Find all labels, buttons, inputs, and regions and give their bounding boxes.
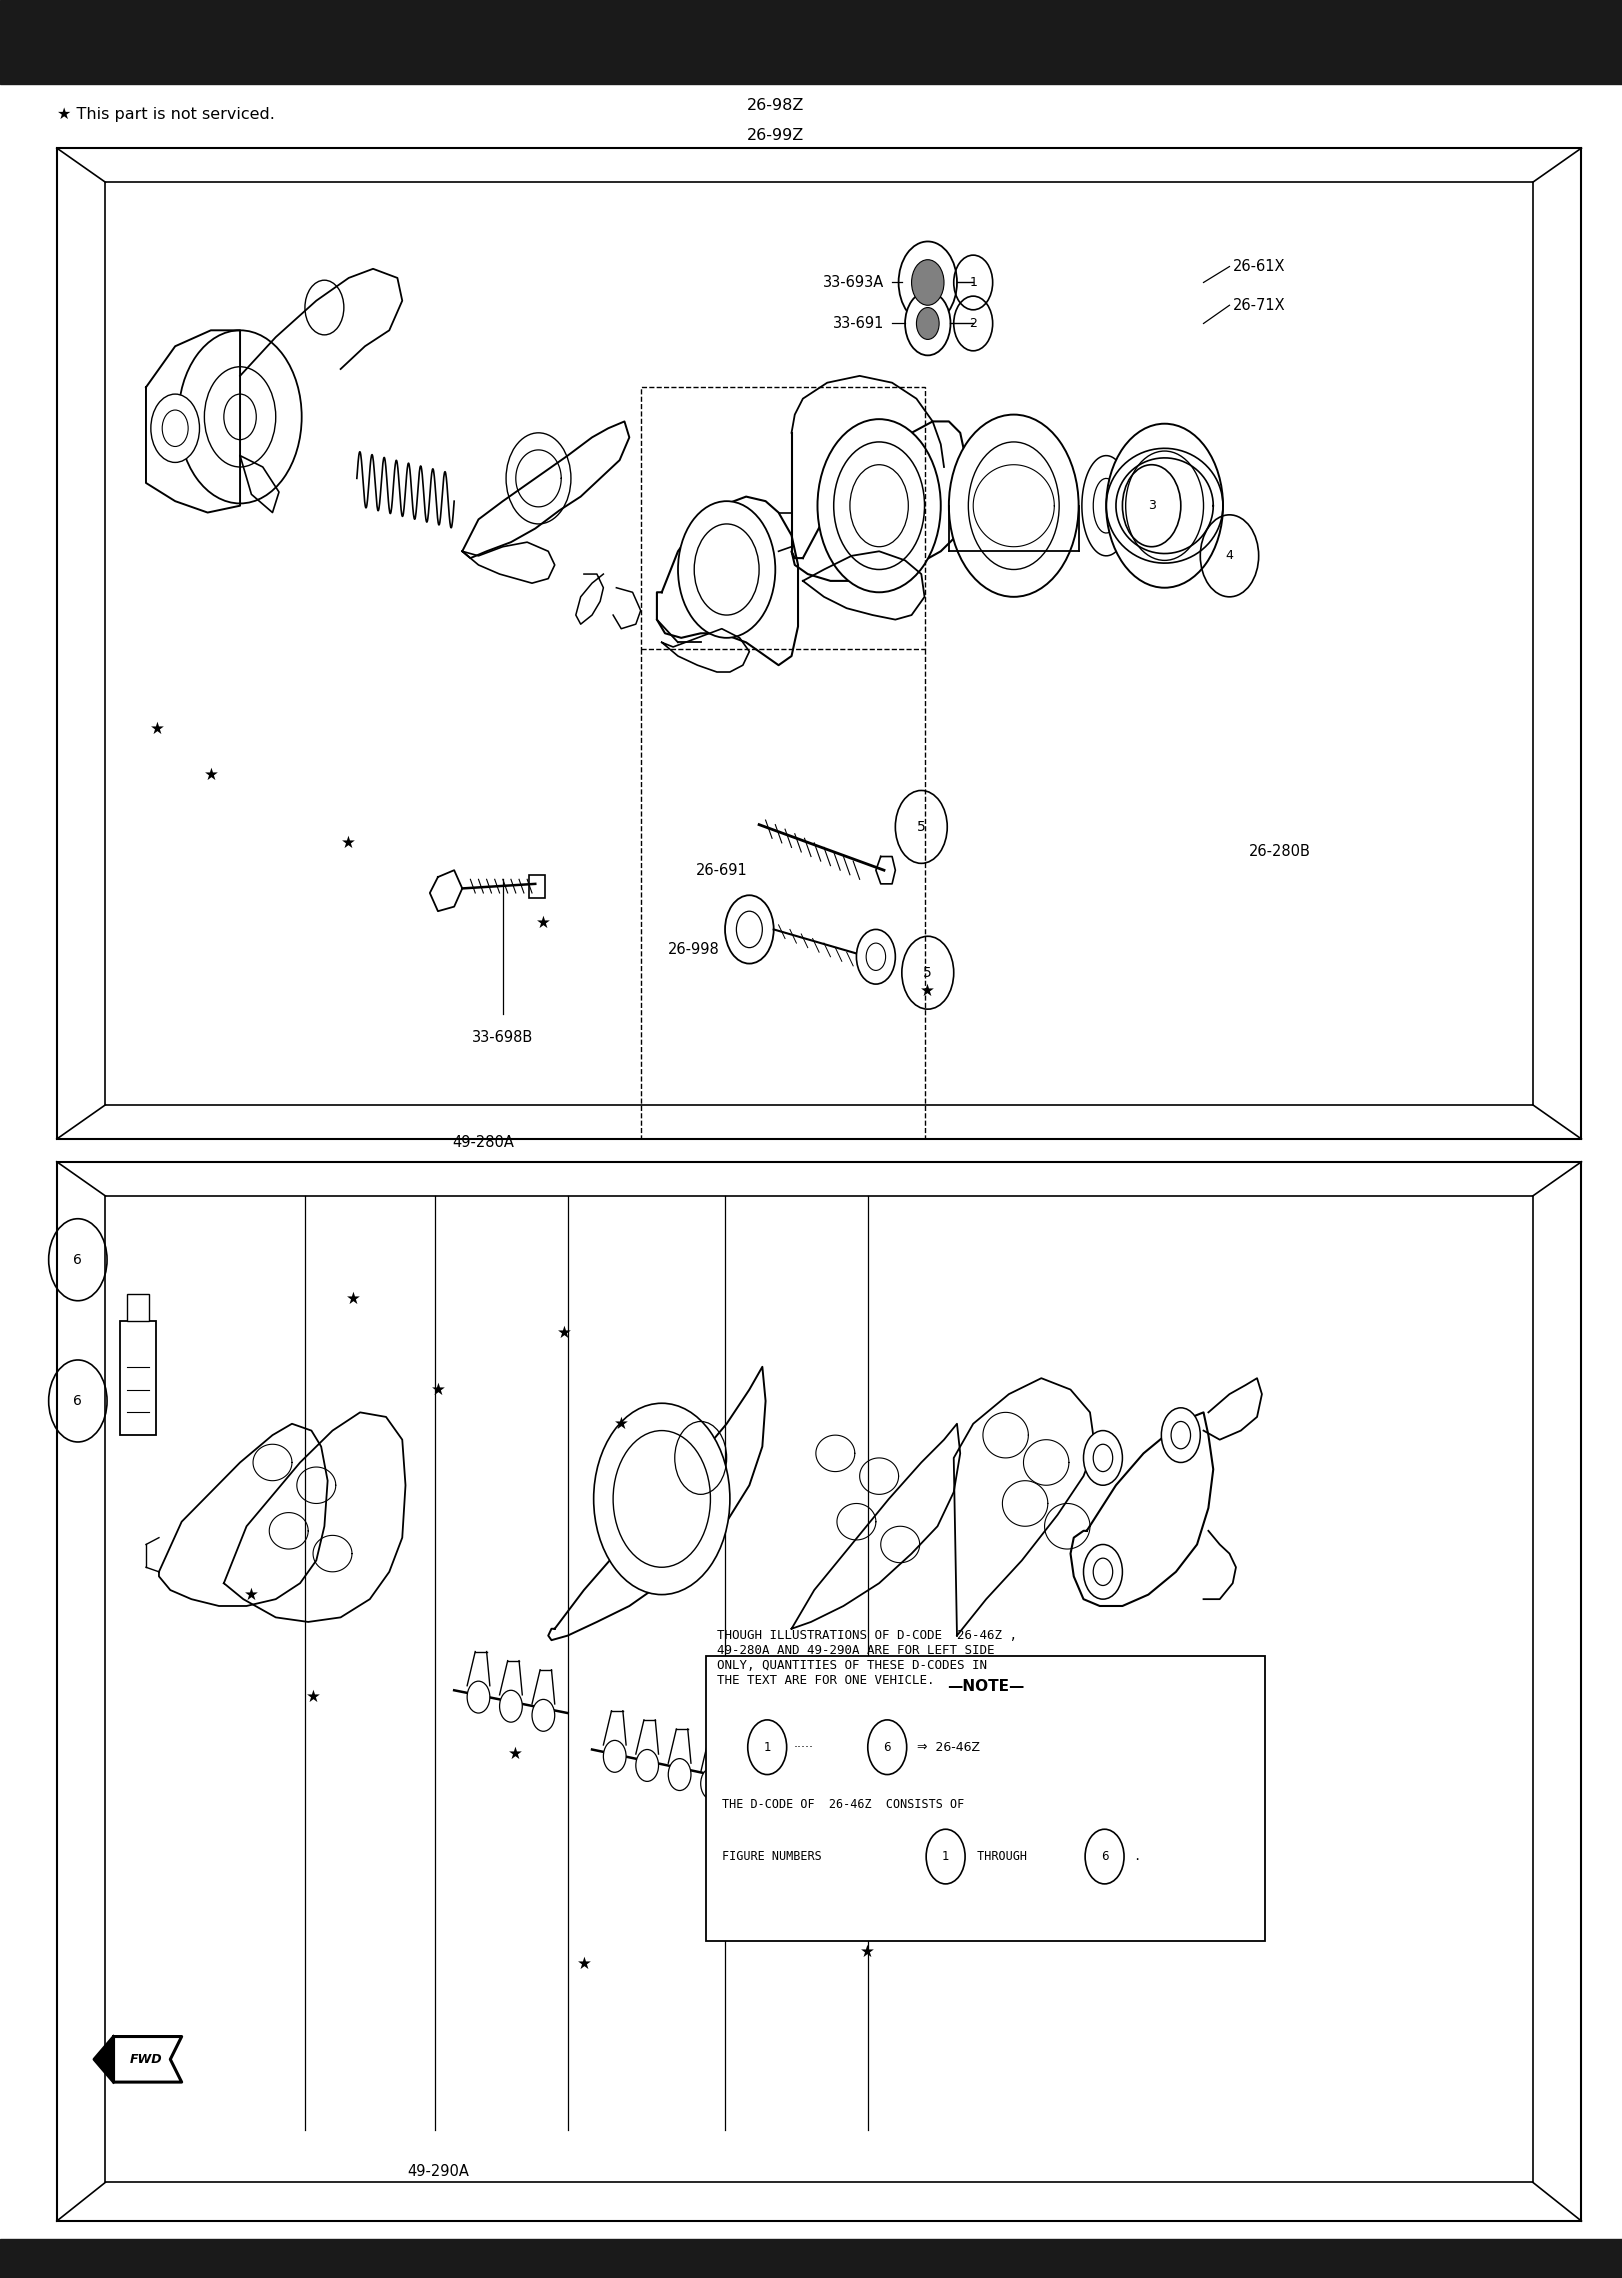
Circle shape (532, 1699, 555, 1731)
Bar (529, 875, 545, 898)
Circle shape (467, 1681, 490, 1713)
Circle shape (905, 292, 950, 355)
Circle shape (594, 1403, 730, 1595)
Circle shape (701, 1768, 723, 1800)
Text: .: . (1127, 1850, 1142, 1863)
Text: THOUGH ILLUSTRATIONS OF D-CODE  26-46Z ,
49-280A AND 49-290A ARE FOR LEFT SIDE
O: THOUGH ILLUSTRATIONS OF D-CODE 26-46Z , … (717, 1629, 1017, 1686)
Circle shape (949, 415, 1079, 597)
Circle shape (1083, 1431, 1122, 1485)
Text: ⇒  26-46Z: ⇒ 26-46Z (913, 1740, 980, 1754)
Text: 6: 6 (884, 1740, 890, 1754)
Circle shape (636, 1750, 659, 1781)
Text: ·····: ····· (793, 1740, 813, 1754)
Circle shape (603, 1740, 626, 1772)
Circle shape (1106, 424, 1223, 588)
Text: 33-693A: 33-693A (822, 276, 884, 289)
Bar (641, 387, 925, 649)
Text: 3: 3 (1148, 499, 1155, 513)
Text: FIGURE NUMBERS: FIGURE NUMBERS (722, 1850, 829, 1863)
Circle shape (1083, 1544, 1122, 1599)
Text: ★: ★ (920, 982, 936, 1000)
Polygon shape (159, 1424, 328, 1606)
Bar (105, 182, 1533, 1105)
Circle shape (678, 501, 775, 638)
Text: ★ This part is not serviced.: ★ This part is not serviced. (57, 107, 274, 123)
Text: 5: 5 (923, 966, 933, 980)
Text: 26-691: 26-691 (696, 863, 748, 877)
Text: 26-61X: 26-61X (1233, 260, 1285, 273)
Text: ★: ★ (305, 1688, 321, 1706)
Polygon shape (114, 2037, 182, 2082)
Text: 1: 1 (764, 1740, 770, 1754)
Text: FWD: FWD (130, 2052, 162, 2066)
Text: ★: ★ (203, 765, 219, 784)
Text: 26-280B: 26-280B (1249, 845, 1311, 859)
Circle shape (668, 1759, 691, 1791)
Circle shape (912, 260, 944, 305)
Text: ★: ★ (243, 1585, 260, 1604)
Text: 49-290A: 49-290A (407, 2164, 469, 2180)
Text: ★: ★ (860, 1943, 876, 1961)
Circle shape (178, 330, 302, 503)
Bar (0, 0, 1622, 84)
Text: 6: 6 (73, 1394, 83, 1408)
Text: 33-698B: 33-698B (472, 1030, 534, 1046)
Text: 6: 6 (1101, 1850, 1108, 1863)
Circle shape (899, 241, 957, 323)
Circle shape (817, 419, 941, 592)
Polygon shape (548, 1367, 766, 1640)
Text: —NOTE—: —NOTE— (947, 1679, 1023, 1695)
Circle shape (500, 1690, 522, 1722)
Text: THE D-CODE OF  26-46Z  CONSISTS OF: THE D-CODE OF 26-46Z CONSISTS OF (722, 1797, 963, 1811)
Bar (0, 2239, 1622, 2278)
Text: ★: ★ (576, 1955, 592, 1973)
Polygon shape (1071, 1412, 1213, 1606)
Text: 1: 1 (970, 276, 976, 289)
Text: ★: ★ (345, 1289, 362, 1308)
Text: ★: ★ (535, 913, 551, 932)
Text: 4: 4 (1226, 549, 1233, 563)
Text: 1: 1 (942, 1850, 949, 1863)
Circle shape (725, 895, 774, 964)
Polygon shape (430, 870, 462, 911)
Text: 5: 5 (916, 820, 926, 834)
Text: ★: ★ (149, 720, 165, 738)
Bar (127, 1294, 149, 1321)
Text: 26-99Z: 26-99Z (746, 128, 805, 144)
Text: ★: ★ (341, 834, 357, 852)
Polygon shape (792, 1424, 960, 1629)
Text: ★: ★ (430, 1380, 446, 1399)
Bar (105, 1196, 1533, 2182)
Circle shape (1161, 1408, 1200, 1462)
Text: 26-998: 26-998 (668, 943, 720, 957)
Circle shape (856, 929, 895, 984)
Text: 26-98Z: 26-98Z (746, 98, 805, 114)
Text: ★: ★ (508, 1745, 524, 1763)
Polygon shape (224, 1412, 406, 1622)
Text: ★: ★ (613, 1415, 629, 1433)
Circle shape (151, 394, 200, 462)
Text: 2: 2 (970, 317, 976, 330)
Polygon shape (954, 1378, 1095, 1636)
Circle shape (916, 308, 939, 339)
Text: 33-691: 33-691 (832, 317, 884, 330)
Text: ★: ★ (556, 1324, 573, 1342)
Bar (57, 148, 1581, 1139)
Text: 26-71X: 26-71X (1233, 298, 1285, 312)
Bar (57, 1162, 1581, 2221)
Text: THROUGH: THROUGH (970, 1850, 1035, 1863)
Bar (706, 1656, 1265, 1941)
Text: 49-280A: 49-280A (453, 1134, 514, 1150)
Text: 6: 6 (73, 1253, 83, 1267)
Polygon shape (94, 2037, 114, 2082)
Text: ★: ★ (717, 1779, 733, 1797)
Bar (120, 1321, 156, 1435)
